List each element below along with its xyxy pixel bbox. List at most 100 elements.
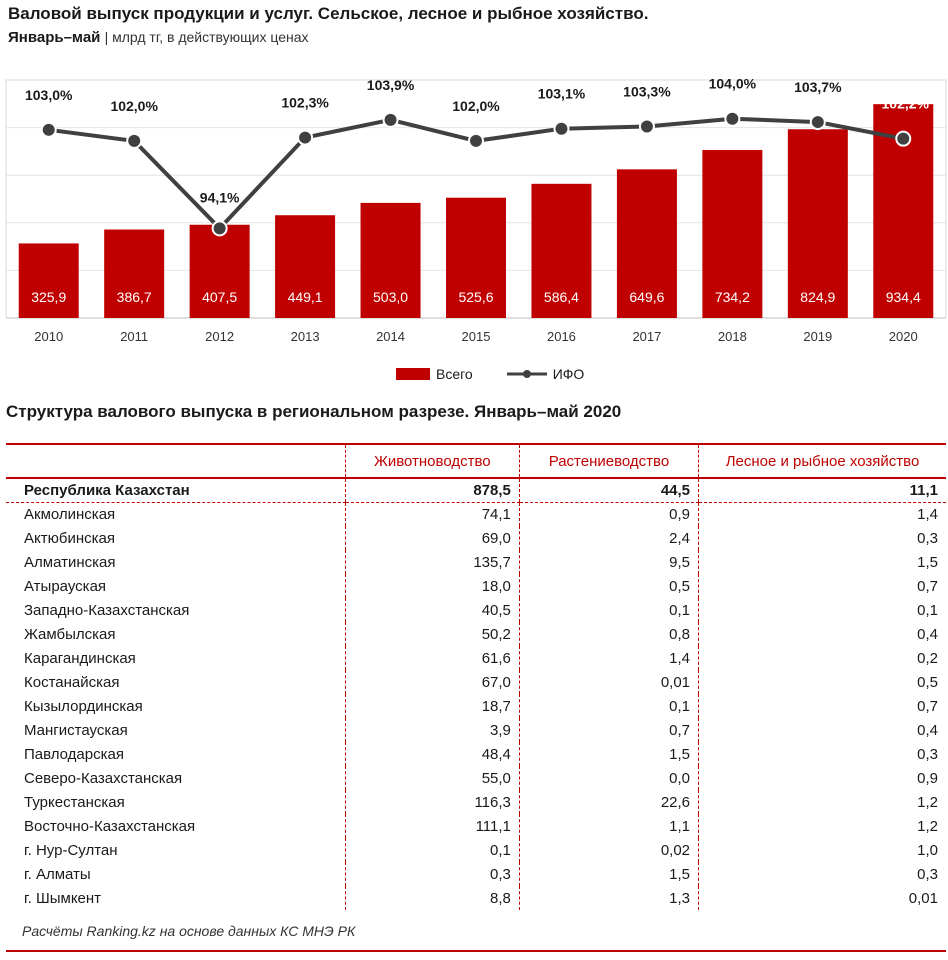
chart-title: Валовой выпуск продукции и услуг. Сельск… bbox=[8, 4, 649, 23]
ifo-value-label: 102,3% bbox=[281, 95, 329, 111]
livestock-cell: 18,0 bbox=[344, 574, 520, 598]
source-note: Расчёты Ranking.kz на основе данных КС М… bbox=[22, 923, 356, 939]
ifo-point bbox=[40, 121, 57, 138]
table-row: Мангистауская 3,9 0,7 0,4 bbox=[6, 718, 946, 742]
header-forestry-fishery: Лесное и рыбное хозяйство bbox=[698, 443, 946, 479]
ifo-point bbox=[468, 132, 484, 149]
region-cell: Республика Казахстан bbox=[6, 478, 346, 503]
ifo-point bbox=[895, 130, 912, 147]
crops-cell: 22,6 bbox=[518, 790, 699, 814]
table-row: г. Шымкент 8,8 1,3 0,01 bbox=[6, 886, 946, 910]
x-tick-label: 2015 bbox=[462, 329, 491, 344]
livestock-cell: 18,7 bbox=[344, 694, 520, 718]
forestry-cell: 0,5 bbox=[698, 670, 946, 694]
crops-cell: 1,5 bbox=[518, 742, 699, 766]
x-tick-label: 2011 bbox=[120, 329, 148, 344]
forestry-cell: 0,3 bbox=[698, 862, 946, 886]
table-row: Восточно-Казахстанская 111,1 1,1 1,2 bbox=[6, 814, 946, 838]
forestry-cell: 1,2 bbox=[698, 814, 946, 838]
bar bbox=[104, 229, 165, 318]
bar bbox=[616, 169, 677, 318]
region-cell: Восточно-Казахстанская bbox=[24, 817, 196, 835]
bar-value-label: 586,4 bbox=[544, 289, 579, 305]
ifo-value-label: 104,0% bbox=[709, 76, 757, 92]
forestry-cell: 1,4 bbox=[698, 502, 946, 526]
period-label: Январь–май bbox=[8, 29, 101, 46]
region-cell: Алматинская bbox=[24, 553, 116, 571]
x-tick-label: 2014 bbox=[376, 329, 405, 344]
ifo-point bbox=[126, 132, 143, 149]
forestry-cell: 0,7 bbox=[698, 694, 946, 718]
bar-value-label: 407,5 bbox=[202, 289, 237, 305]
table-row: Костанайская 67,0 0,01 0,5 bbox=[6, 670, 946, 694]
ifo-point bbox=[724, 110, 741, 127]
region-cell: Акмолинская bbox=[24, 505, 116, 523]
crops-cell: 2,4 bbox=[518, 526, 699, 550]
x-tick-label: 2017 bbox=[632, 329, 661, 344]
region-cell: г. Нур-Султан bbox=[24, 841, 118, 859]
ifo-value-label: 103,7% bbox=[794, 79, 842, 95]
bar-value-label: 386,7 bbox=[117, 289, 152, 305]
table-row: Туркестанская 116,3 22,6 1,2 bbox=[6, 790, 946, 814]
bar bbox=[531, 183, 592, 318]
x-tick-label: 2018 bbox=[718, 329, 747, 344]
crops-cell: 0,8 bbox=[518, 622, 699, 646]
crops-cell: 1,4 bbox=[518, 646, 699, 670]
crops-cell: 1,3 bbox=[518, 886, 699, 910]
bar-value-label: 824,9 bbox=[800, 289, 835, 305]
ifo-point bbox=[211, 220, 228, 237]
bar-value-label: 934,4 bbox=[886, 289, 921, 305]
bar-value-label: 734,2 bbox=[715, 289, 750, 305]
table-row: Алматинская 135,7 9,5 1,5 bbox=[6, 550, 946, 574]
livestock-cell: 116,3 bbox=[344, 790, 520, 814]
livestock-cell: 3,9 bbox=[344, 718, 520, 742]
legend-line-swatch bbox=[506, 370, 547, 378]
header-crops: Растениеводство bbox=[518, 443, 699, 479]
ifo-value-label: 103,9% bbox=[367, 77, 415, 93]
livestock-cell: 61,6 bbox=[344, 646, 520, 670]
table-row: Атырауская 18,0 0,5 0,7 bbox=[6, 574, 946, 598]
forestry-cell: 0,7 bbox=[698, 574, 946, 598]
forestry-cell: 0,1 bbox=[698, 598, 946, 622]
ifo-point bbox=[382, 111, 399, 128]
livestock-cell: 48,4 bbox=[344, 742, 520, 766]
bar bbox=[18, 243, 79, 318]
region-cell: г. Шымкент bbox=[24, 889, 102, 907]
unit-label: | млрд тг, в действующих ценах bbox=[104, 29, 309, 45]
forestry-cell: 0,3 bbox=[698, 742, 946, 766]
crops-cell: 0,01 bbox=[518, 670, 699, 694]
ifo-point bbox=[809, 114, 826, 131]
bar bbox=[787, 129, 848, 318]
bar bbox=[189, 224, 250, 318]
region-cell: Костанайская bbox=[24, 673, 120, 691]
ifo-value-label: 103,1% bbox=[538, 86, 586, 102]
table-row: г. Нур-Султан 0,1 0,02 1,0 bbox=[6, 838, 946, 862]
ifo-point bbox=[297, 129, 314, 146]
x-tick-label: 2010 bbox=[34, 329, 63, 344]
legend-line-label: ИФО bbox=[552, 366, 585, 382]
livestock-cell: 55,0 bbox=[344, 766, 520, 790]
livestock-cell: 878,5 bbox=[344, 478, 520, 503]
region-cell: Мангистауская bbox=[24, 721, 128, 739]
crops-cell: 1,5 bbox=[518, 862, 699, 886]
forestry-cell: 1,2 bbox=[698, 790, 946, 814]
table-header-row: Животноводство Растениеводство Лесное и … bbox=[6, 443, 946, 479]
header-region bbox=[6, 443, 346, 479]
forestry-cell: 1,0 bbox=[698, 838, 946, 862]
region-cell: Западно-Казахстанская bbox=[24, 601, 190, 619]
forestry-cell: 0,4 bbox=[698, 718, 946, 742]
crops-cell: 0,1 bbox=[518, 694, 699, 718]
table-row: Карагандинская 61,6 1,4 0,2 bbox=[6, 646, 946, 670]
forestry-cell: 1,5 bbox=[698, 550, 946, 574]
region-cell: Жамбылская bbox=[24, 625, 116, 643]
ifo-value-label: 103,3% bbox=[623, 83, 671, 99]
livestock-cell: 69,0 bbox=[344, 526, 520, 550]
chart-legend: Всего ИФО bbox=[396, 366, 584, 382]
region-cell: Северо-Казахстанская bbox=[24, 769, 183, 787]
bar-value-label: 325,9 bbox=[31, 289, 66, 305]
ifo-point bbox=[638, 118, 655, 135]
crops-cell: 0,9 bbox=[518, 502, 699, 526]
crops-cell: 0,0 bbox=[518, 766, 699, 790]
table-row: Павлодарская 48,4 1,5 0,3 bbox=[6, 742, 946, 766]
table-title: Структура валового выпуска в регионально… bbox=[6, 402, 622, 421]
